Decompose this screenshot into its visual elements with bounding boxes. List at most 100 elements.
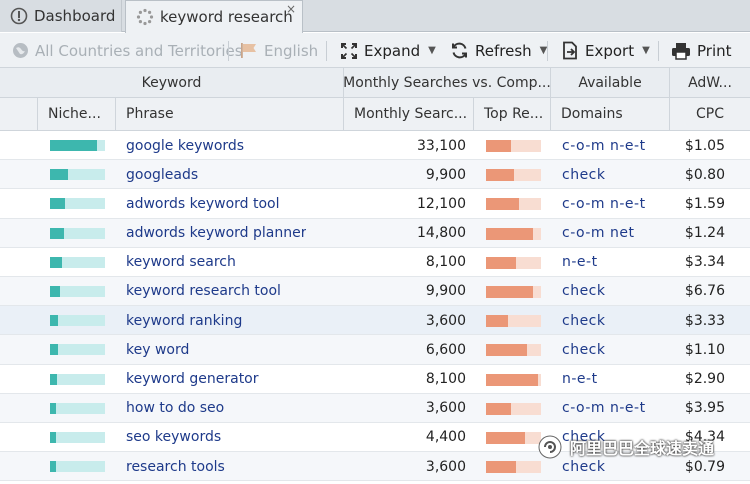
phrase-link[interactable]: keyword ranking [126, 312, 243, 329]
toolbar: All Countries and Territories English Ex… [0, 33, 750, 68]
table-row[interactable]: adwords keyword planner 14,800 c-o-m net $1… [0, 218, 750, 248]
watermark-text: 阿里巴巴全球速卖通 [570, 439, 715, 458]
domains-link[interactable]: c-o-m n-e-t [562, 400, 646, 417]
header-spacer [0, 98, 38, 130]
print-label: Print [697, 41, 732, 60]
dashboard-icon [10, 7, 28, 25]
tab-dashboard[interactable]: Dashboard [0, 0, 122, 32]
top-results-bar-fill [486, 344, 528, 357]
monthly-searches-value: 14,800 [417, 225, 466, 242]
domains-link[interactable]: c-o-m net [562, 225, 635, 242]
header-group-keyword[interactable]: Keyword [0, 68, 344, 97]
top-results-bar [486, 227, 541, 240]
table-row[interactable]: seo keywords 4,400 check $4.34 [0, 423, 750, 453]
domains-link[interactable]: check [562, 166, 606, 183]
language-selector[interactable]: English [240, 33, 318, 68]
phrase-link[interactable]: adwords keyword tool [126, 195, 280, 212]
header-group-monthly-vs-comp[interactable]: Monthly Searches vs. Comp... [344, 68, 551, 97]
printer-icon [671, 42, 691, 60]
table-row[interactable]: key word 6,600 check $1.10 [0, 335, 750, 365]
header-group-adwords[interactable]: AdW... [688, 74, 732, 91]
top-results-bar-fill [486, 402, 511, 415]
top-results-bar-fill [486, 431, 525, 444]
column-header-niche[interactable]: Niche... [38, 98, 116, 130]
niche-bar [50, 256, 105, 268]
spinner-icon [136, 8, 154, 26]
tab-dashboard-label: Dashboard [34, 7, 116, 25]
domains-link[interactable]: check [562, 458, 606, 475]
domains-link[interactable]: check [562, 283, 606, 300]
column-header-phrase[interactable]: Phrase [116, 98, 344, 130]
monthly-searches-value: 12,100 [417, 195, 466, 212]
phrase-link[interactable]: key word [126, 341, 190, 358]
table-row[interactable]: keyword research tool 9,900 check $6.76 [0, 276, 750, 307]
cpc-value: $1.59 [684, 195, 725, 212]
top-results-bar [486, 431, 541, 444]
phrase-link[interactable]: google keywords [126, 137, 245, 154]
table-row[interactable]: googleads 9,900 check $0.80 [0, 160, 750, 190]
top-results-bar-fill [486, 169, 514, 182]
niche-bar [50, 461, 105, 473]
phrase-link[interactable]: research tools [126, 458, 225, 475]
top-results-bar-fill [486, 256, 517, 269]
toolbar-divider [547, 41, 548, 61]
niche-bar-fill [50, 344, 58, 356]
domains-link[interactable]: n-e-t [562, 254, 598, 271]
top-results-bar-fill [486, 198, 519, 211]
cpc-value: $3.33 [684, 312, 725, 329]
monthly-searches-value: 3,600 [425, 458, 466, 475]
table-row[interactable]: how to do seo 3,600 c-o-m n-e-t $3.95 [0, 393, 750, 423]
watermark: 阿里巴巴全球速卖通 [538, 428, 714, 466]
niche-bar-fill [50, 402, 56, 414]
column-header-row: Niche... Phrase Monthly Searc... Top Re.… [0, 98, 750, 131]
monthly-searches-value: 6,600 [425, 341, 466, 358]
table-row[interactable]: google keywords 33,100 c-o-m n-e-t $1.05 [0, 131, 750, 161]
top-results-bar-fill [486, 315, 508, 328]
table-row[interactable]: keyword search 8,100 n-e-t $3.34 [0, 248, 750, 277]
countries-selector[interactable]: All Countries and Territories [12, 33, 243, 68]
niche-bar-fill [50, 431, 56, 443]
cpc-value: $6.76 [684, 283, 725, 300]
cpc-value: $0.79 [684, 458, 725, 475]
niche-bar-fill [50, 256, 63, 268]
domains-link[interactable]: c-o-m n-e-t [562, 137, 646, 154]
close-icon[interactable]: × [285, 2, 296, 16]
column-header-cpc[interactable]: CPC [696, 106, 724, 122]
phrase-link[interactable]: keyword research tool [126, 283, 281, 300]
top-results-bar [486, 402, 541, 415]
table-row[interactable]: keyword generator 8,100 n-e-t $2.90 [0, 365, 750, 394]
domains-link[interactable]: check [562, 341, 606, 358]
niche-bar-fill [50, 140, 97, 151]
refresh-button[interactable]: Refresh ▼ [450, 33, 547, 68]
table-row[interactable]: adwords keyword tool 12,100 c-o-m n-e-t $1.… [0, 189, 750, 219]
tab-keyword-research[interactable]: keyword research × [125, 0, 303, 33]
phrase-link[interactable]: seo keywords [126, 429, 222, 446]
domains-link[interactable]: check [562, 429, 606, 446]
phrase-link[interactable]: keyword search [126, 254, 236, 271]
expand-icon [340, 42, 358, 60]
domains-link[interactable]: c-o-m n-e-t [562, 195, 646, 212]
cpc-value: $1.05 [684, 137, 725, 154]
phrase-link[interactable]: how to do seo [126, 400, 225, 417]
print-button[interactable]: Print [671, 33, 732, 68]
column-header-domains[interactable]: Domains [551, 98, 670, 130]
top-results-bar [486, 461, 541, 474]
table-row[interactable]: research tools 3,600 check $0.79 [0, 452, 750, 482]
column-header-top[interactable]: Top Re... [474, 98, 551, 130]
top-results-bar [486, 315, 541, 328]
header-group-available[interactable]: Available [551, 68, 670, 97]
refresh-label: Refresh [475, 41, 532, 60]
phrase-link[interactable]: googleads [126, 166, 199, 183]
column-header-monthly[interactable]: Monthly Searc... [344, 98, 474, 130]
tab-keyword-research-label: keyword research [160, 8, 293, 26]
phrase-link[interactable]: adwords keyword planner [126, 225, 307, 242]
export-button[interactable]: Export ▼ [561, 33, 650, 68]
top-results-bar [486, 140, 541, 152]
wechat-icon [538, 435, 562, 459]
table-row[interactable]: keyword ranking 3,600 check $3.33 [0, 306, 750, 336]
phrase-link[interactable]: keyword generator [126, 371, 259, 387]
domains-link[interactable]: check [562, 312, 606, 329]
domains-link[interactable]: n-e-t [562, 371, 598, 387]
niche-bar [50, 344, 105, 356]
expand-button[interactable]: Expand ▼ [340, 33, 436, 68]
